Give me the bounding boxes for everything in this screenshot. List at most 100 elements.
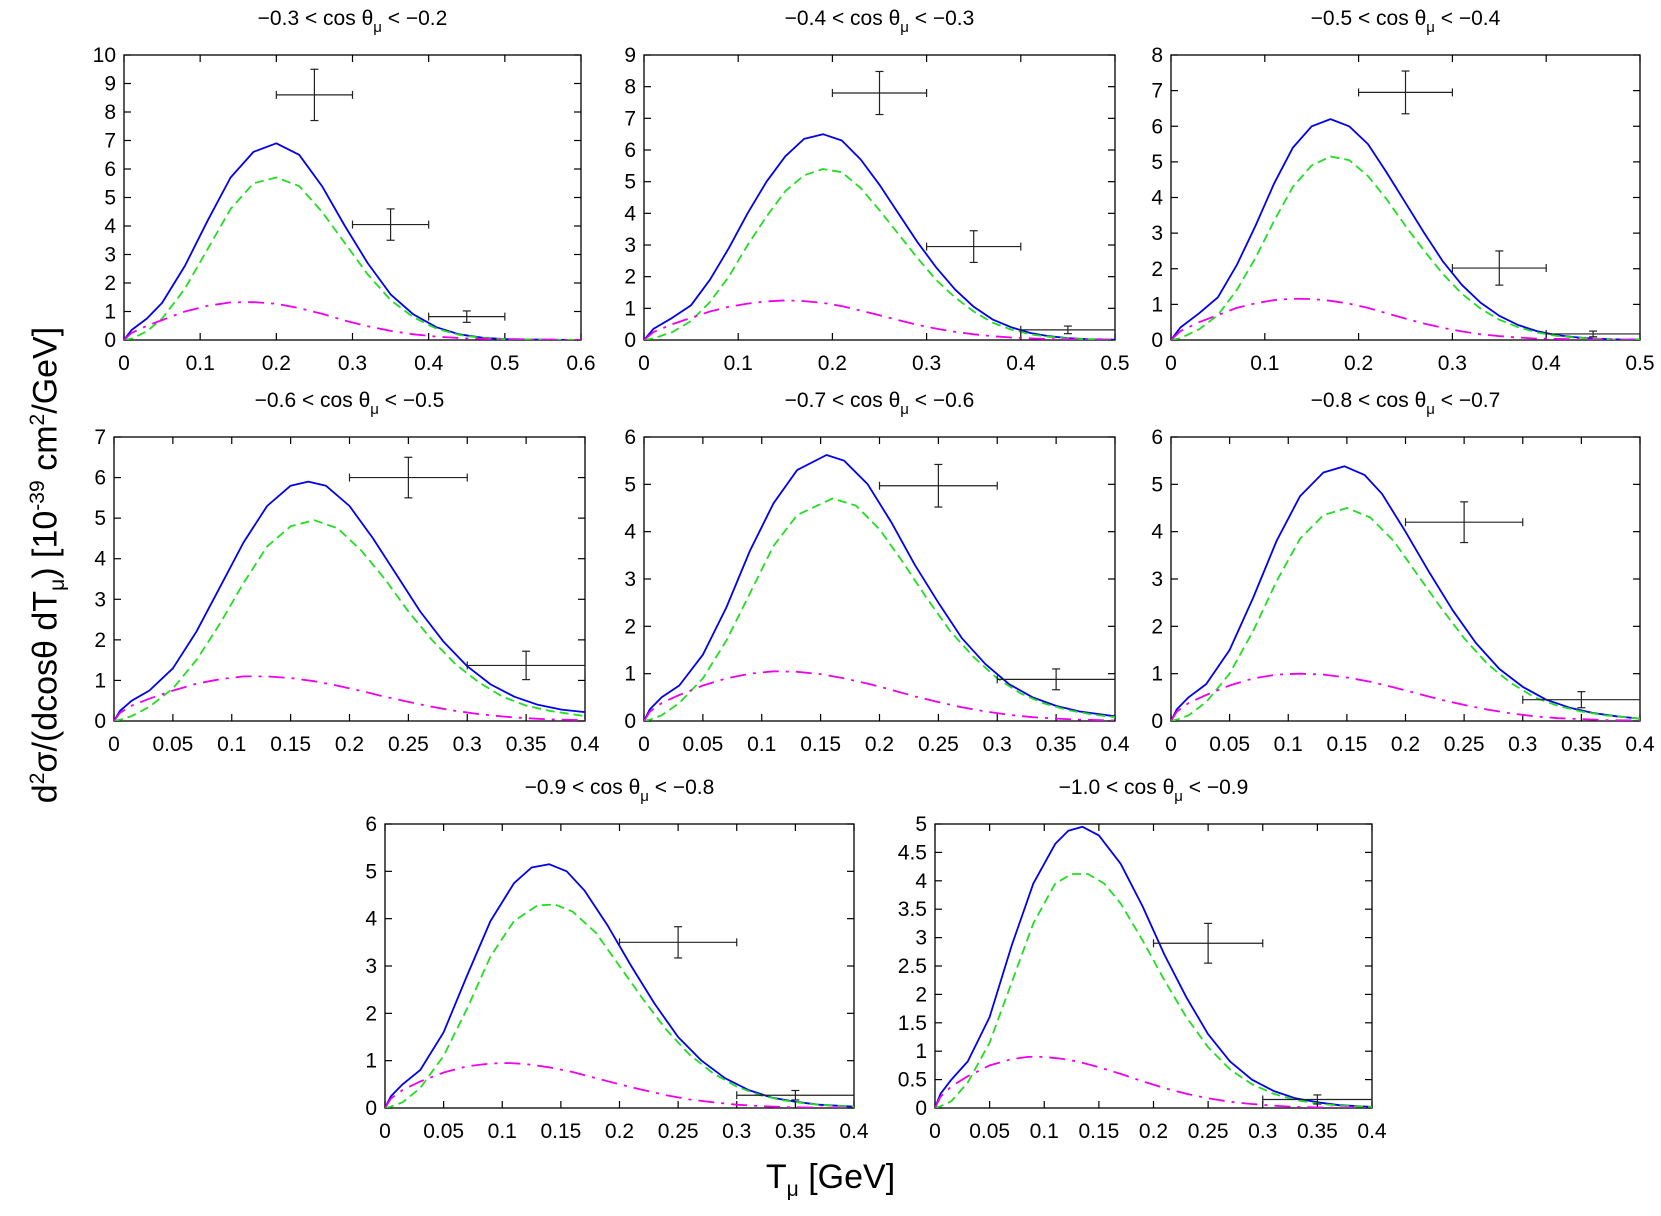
x-tick-label: 0.2 (1344, 352, 1373, 375)
panel-title: −0.7 < cos θμ < −0.6 (785, 389, 975, 418)
x-tick-label: 0.1 (488, 1120, 517, 1143)
y-tick-label: 8 (624, 76, 636, 99)
x-tick-label: 0.25 (658, 1120, 699, 1143)
panel-title-part: < −0.2 (382, 7, 447, 30)
data-point (925, 230, 1022, 264)
panel-title-subscript: μ (1174, 788, 1183, 805)
x-tick-label: 0.25 (918, 733, 959, 756)
y-tick-label: 7 (1151, 80, 1163, 103)
x-tick-label: 0.05 (152, 733, 193, 756)
x-tick-label: 0.1 (1274, 733, 1303, 756)
data-point (348, 456, 468, 499)
plot-frame (1170, 436, 1641, 722)
y-tick-label: 2 (94, 629, 106, 652)
y-tick-label: 10 (93, 44, 116, 67)
panel-5: 0 0.05 0.1 0.15 0.2 0.25 0.3 0.35 0.4 0 1 2 3 4 5 6 −0.7… (624, 389, 1130, 756)
ylabel-part: 2 (25, 772, 49, 785)
x-tick-label: 0.1 (186, 352, 215, 375)
y-tick-label: 2 (624, 615, 636, 638)
x-tick-label: 0.4 (1357, 1120, 1387, 1143)
x-tick-label: 0.3 (1248, 1120, 1277, 1143)
series-line-solid (644, 133, 1115, 340)
y-tick-label: 3 (365, 955, 377, 978)
y-tick-label: 8 (104, 101, 116, 124)
panel-6: 0 0.05 0.1 0.15 0.2 0.25 0.3 0.35 0.4 0 1 2 3 4 5 6 −0.8… (1151, 389, 1655, 756)
y-tick-label: 2 (915, 983, 927, 1006)
x-tick-label: 0.35 (1297, 1120, 1338, 1143)
y-tick-label: 5 (624, 171, 636, 194)
y-tick-label: 1 (1151, 293, 1163, 316)
panel-title-subscript: μ (1426, 19, 1435, 36)
panel-title-part: −0.8 < cos θ (1311, 389, 1427, 412)
x-tick-label: 0.4 (1100, 733, 1130, 756)
panel-title-subscript: μ (370, 401, 379, 418)
x-tick-label: 0.2 (262, 352, 291, 375)
panel-title-part: < −0.3 (909, 7, 974, 30)
panel-title-part: −0.3 < cos θ (258, 7, 374, 30)
y-tick-label: 5 (365, 860, 377, 883)
y-tick-label: 2.5 (898, 955, 927, 978)
series-line-dashed (644, 497, 1115, 721)
series-line-longdash (114, 675, 585, 721)
panel-title-subscript: μ (640, 788, 649, 805)
y-tick-label: 2 (104, 272, 116, 295)
y-tick-label: 3 (624, 568, 636, 591)
y-tick-label: 6 (1151, 426, 1163, 449)
ylabel-part: d (26, 784, 65, 804)
x-tick-label: 0.05 (1209, 733, 1250, 756)
x-tick-label: 0.4 (1006, 352, 1036, 375)
y-tick-label: 3 (104, 244, 116, 267)
x-tick-label: 0.5 (1100, 352, 1129, 375)
y-tick-label: 4 (915, 870, 927, 893)
ylabel-part: 2 (25, 413, 49, 426)
x-tick-label: 0.4 (1625, 733, 1655, 756)
x-tick-label: 0.3 (338, 352, 367, 375)
panel-title-part: < −0.7 (1435, 389, 1500, 412)
x-tick-label: 0.05 (969, 1120, 1010, 1143)
y-tick-label: 1 (624, 297, 636, 320)
series-line-longdash (385, 1062, 854, 1108)
y-tick-label: 1 (915, 1040, 927, 1063)
series-line-dashed (1171, 507, 1640, 721)
x-tick-label: 0.35 (1561, 733, 1602, 756)
x-tick-label: 0.3 (453, 733, 482, 756)
x-tick-label: 0.15 (1078, 1120, 1119, 1143)
y-tick-label: 1 (1151, 663, 1163, 686)
data-point (1152, 922, 1264, 964)
y-tick-label: 4 (94, 548, 106, 571)
series-line-longdash (644, 299, 1115, 340)
x-tick-label: 0 (1165, 733, 1177, 756)
x-tick-label: 0.2 (1139, 1120, 1168, 1143)
x-tick-label: 0 (638, 733, 650, 756)
y-tick-label: 4 (1151, 187, 1163, 210)
x-tick-label: 0.05 (423, 1120, 464, 1143)
x-tick-label: 0.15 (1326, 733, 1367, 756)
series-line-longdash (1171, 672, 1640, 721)
y-tick-label: 5 (1151, 473, 1163, 496)
ylabel-part: -39 (25, 480, 49, 511)
y-tick-label: 0 (1151, 329, 1163, 352)
x-axis-label: Tμ [GeV] (0, 1158, 1661, 1202)
series-line-longdash (644, 670, 1115, 721)
y-tick-label: 0.5 (898, 1069, 927, 1092)
data-point (831, 70, 928, 116)
y-tick-label: 0 (104, 329, 116, 352)
y-axis-label: d2σ/(dcosθ dTμ) [10-39 cm2/GeV] (26, 327, 70, 803)
series-line-dashed (114, 519, 585, 721)
x-tick-label: 0.1 (1030, 1120, 1059, 1143)
panel-title: −0.6 < cos θμ < −0.5 (255, 389, 445, 418)
series-line-solid (644, 454, 1115, 721)
data-point (1262, 1094, 1373, 1105)
x-tick-label: 0.3 (722, 1120, 751, 1143)
x-tick-label: 0.3 (1438, 352, 1467, 375)
y-tick-label: 6 (624, 139, 636, 162)
data-point (428, 310, 506, 323)
panel-1: 0 0.1 0.2 0.3 0.4 0.5 0.6 0 1 2 3 4 5 6 7 8 9 10 −0.3 < co… (93, 7, 596, 375)
x-tick-label: 0.1 (217, 733, 246, 756)
panel-title: −0.9 < cos θμ < −0.8 (525, 776, 715, 805)
y-tick-label: 5 (624, 473, 636, 496)
x-tick-label: 0.2 (605, 1120, 634, 1143)
data-point (1522, 691, 1641, 709)
x-tick-label: 0.5 (1625, 352, 1654, 375)
